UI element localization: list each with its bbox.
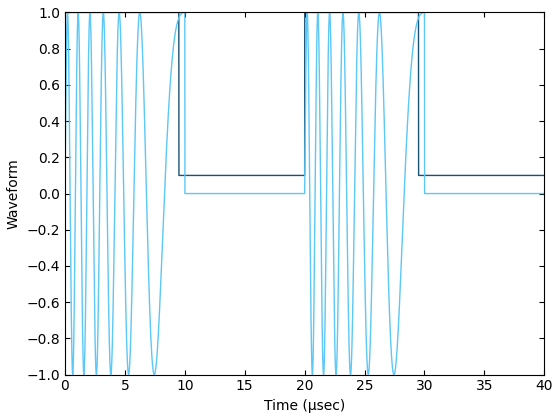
X-axis label: Time (μsec): Time (μsec) bbox=[264, 399, 346, 413]
Y-axis label: Waveform: Waveform bbox=[7, 158, 21, 229]
